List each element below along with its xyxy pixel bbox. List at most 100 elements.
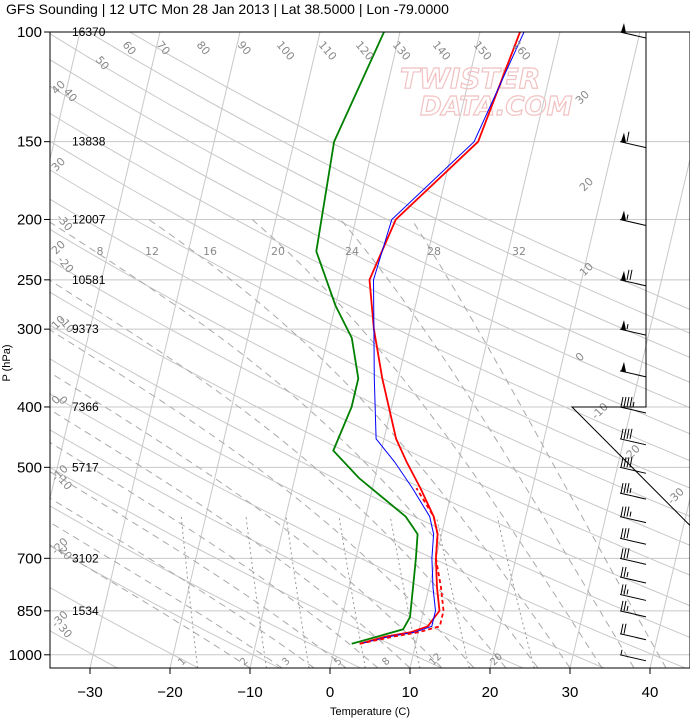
y-tick-label: 200 — [17, 211, 42, 228]
wind-barb-shaft — [619, 31, 647, 39]
wind-barb-feather — [626, 528, 630, 539]
wind-barb-shaft — [619, 370, 647, 378]
moist-adiabat-line — [50, 221, 539, 668]
wind-barb-shaft — [619, 516, 647, 524]
wind-barb-half-feather — [629, 511, 632, 517]
moist-adiabat-line — [50, 441, 379, 668]
wind-barb-feather — [623, 396, 627, 408]
wind-barb — [619, 600, 647, 618]
wind-barb — [619, 23, 647, 39]
wind-barb-pennant — [621, 270, 626, 281]
wind-barb — [619, 623, 647, 641]
height-label: 1534 — [72, 604, 99, 618]
moist-adiabat-label: 32 — [512, 245, 526, 258]
wind-barb-shaft — [619, 557, 647, 565]
dry-adiabat-line — [50, 228, 690, 546]
wind-barb-feather — [620, 623, 624, 634]
wind-barb-shaft — [619, 279, 647, 287]
moist-adiabat-line — [50, 279, 507, 668]
mixing-ratio-line — [338, 516, 366, 668]
dry-adiabat-label: 10 — [577, 260, 596, 279]
mixing-ratio-label: 2 — [238, 656, 250, 668]
mixing-ratio-label: 8 — [380, 656, 392, 668]
dry-adiabat-line — [50, 291, 690, 607]
isotherm-label: 60 — [120, 39, 139, 58]
wind-barb-feather — [620, 600, 624, 611]
dry-adiabat-line — [50, 587, 199, 668]
wind-barb-feather — [626, 548, 630, 559]
wind-barb-shaft — [619, 654, 647, 662]
wind-barb-feather — [623, 600, 627, 611]
x-tick-label: 20 — [482, 684, 499, 701]
wind-barb-feather — [623, 566, 627, 578]
isotherm-label: 140 — [430, 39, 453, 63]
wind-barb — [619, 361, 647, 378]
plot-frame — [49, 31, 690, 669]
wind-barb-feather — [626, 506, 630, 517]
wind-barb-feather — [626, 457, 630, 468]
wind-barb-half-feather — [626, 214, 629, 220]
wind-barb-half-feather — [626, 605, 629, 611]
wind-barb-feather — [620, 584, 624, 595]
wind-barb-pennant — [621, 23, 626, 33]
moist-adiabat-label: 28 — [427, 245, 441, 258]
wind-barb — [619, 131, 647, 149]
isotherm-line — [329, 32, 481, 668]
wind-barb-feather — [620, 428, 624, 439]
wind-barb-feather — [629, 457, 633, 468]
wind-barb-pennant — [621, 320, 626, 331]
isotherm-line — [649, 496, 690, 668]
wind-profile-frame — [570, 32, 690, 526]
mixing-ratio-line — [389, 516, 421, 668]
wind-barb — [619, 428, 647, 446]
dry-adiabat-label: 30 — [573, 88, 592, 107]
y-tick-label: 1000 — [9, 647, 42, 664]
moist-adiabat-label: 12 — [145, 245, 159, 258]
dry-adiabat-label: 20 — [577, 175, 596, 194]
y-tick-label: 150 — [17, 134, 42, 151]
wind-barb-shaft — [619, 593, 647, 601]
isotherm-line — [169, 32, 321, 668]
wind-barb-feather — [626, 269, 630, 280]
moist-adiabat-line — [50, 471, 347, 668]
wind-barb-pennant — [621, 210, 626, 221]
dry-adiabat-line — [50, 324, 690, 638]
x-tick-label: 40 — [642, 684, 659, 701]
wind-barb-feather — [629, 396, 633, 408]
wind-barb-feather — [623, 623, 627, 634]
wind-barb-feather — [620, 506, 624, 517]
wind-barb-feather — [626, 396, 630, 408]
y-tick-label: 100 — [17, 24, 42, 41]
wind-barb-feather — [629, 428, 633, 439]
height-label: 5717 — [72, 460, 99, 474]
moist-adiabat-label: 20 — [271, 245, 285, 258]
y-axis-label: P (hPa) — [1, 344, 13, 381]
y-tick-label: 500 — [17, 459, 42, 476]
x-tick-label: 10 — [402, 684, 419, 701]
mixing-ratio-line — [436, 516, 470, 668]
wind-barb-feather — [629, 269, 633, 280]
wind-barb-feather — [620, 483, 624, 494]
moist-adiabat-label: 24 — [345, 245, 359, 258]
x-axis-label: Temperature (C) — [330, 706, 410, 718]
isotherm-label: 80 — [194, 39, 213, 58]
y-tick-label: 250 — [17, 272, 42, 289]
wind-barb — [619, 457, 647, 474]
dry-adiabat-line — [50, 169, 690, 489]
background-grid — [50, 32, 690, 656]
dry-adiabat-line — [50, 466, 443, 668]
wind-barb-feather — [623, 506, 627, 517]
y-tick-label: 700 — [17, 550, 42, 567]
height-label: 13838 — [72, 135, 106, 149]
mixing-ratio-line — [180, 516, 199, 668]
wind-barb-pennant — [621, 132, 626, 143]
mixing-ratio-label: 3 — [280, 656, 292, 668]
wind-barb-feather — [623, 528, 627, 539]
y-tick-label: 300 — [17, 321, 42, 338]
isotherm-label: 110 — [316, 39, 339, 63]
wind-barb-half-feather — [620, 649, 623, 655]
dry-adiabat-line — [50, 259, 690, 576]
wind-barb-feather — [623, 584, 627, 595]
temperature-trace — [359, 32, 521, 645]
